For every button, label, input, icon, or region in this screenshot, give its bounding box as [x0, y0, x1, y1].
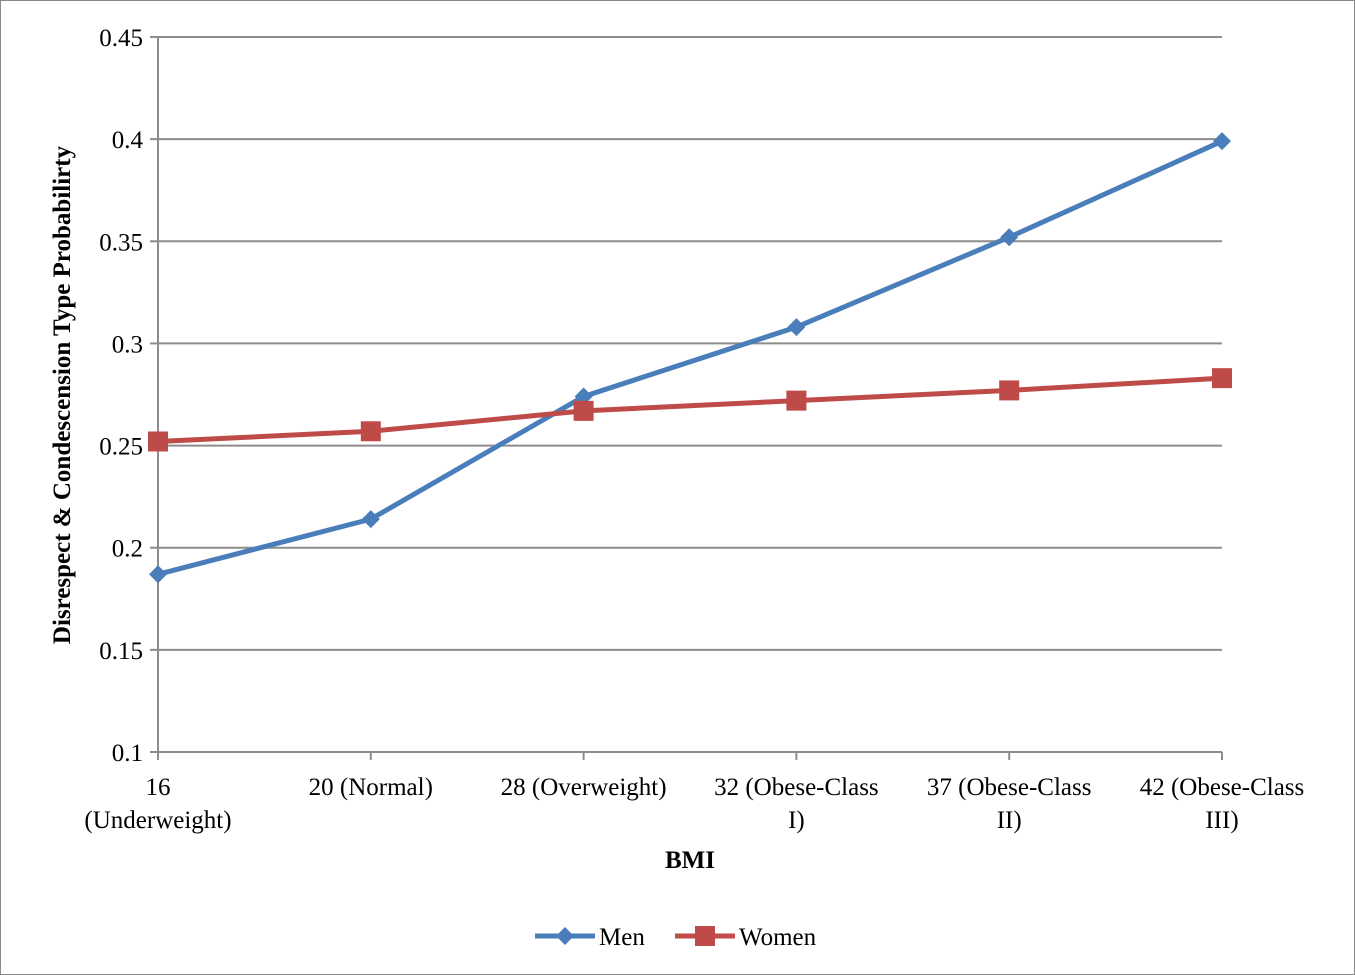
legend-marker-women [695, 926, 715, 946]
x-tick-label: 37 (Obese-Class II) [927, 774, 1092, 834]
legend: Men Women [535, 924, 817, 951]
data-point-women [573, 400, 594, 421]
data-point-men [1000, 228, 1019, 247]
y-axis-title: Disrespect & Condescension Type Probabil… [49, 145, 76, 644]
x-tick-label: 28 (Overweight) [501, 774, 667, 801]
series-line-women [157, 375, 1223, 444]
data-point-men [1213, 132, 1231, 151]
x-tick-label: 32 (Obese-Class I) [714, 774, 879, 834]
legend-label-men: Men [599, 924, 645, 951]
x-tick-label: 20 (Normal) [309, 774, 433, 801]
y-tick-label: 0.3 [112, 331, 143, 358]
data-point-men [787, 318, 806, 337]
series [148, 132, 1232, 584]
y-tick-label: 0.35 [99, 229, 143, 256]
y-tick-label: 0.1 [112, 740, 143, 767]
legend-marker-men [556, 927, 574, 945]
y-tick-label: 0.25 [99, 434, 143, 461]
y-tick-labels: 0.1 0.15 0.2 0.25 0.3 0.35 0.4 0.45 [99, 25, 143, 767]
y-tick-label: 0.45 [99, 25, 143, 52]
gridlines [158, 36, 1222, 651]
x-tick-label: 16 (Underweight) [84, 774, 231, 834]
x-tick-label: 42 (Obese-Class III) [1140, 774, 1305, 834]
y-tick-label: 0.15 [99, 638, 143, 665]
data-point-men [361, 510, 380, 529]
x-axis-title: BMI [665, 847, 715, 874]
data-point-women [1212, 368, 1232, 389]
data-point-women [360, 421, 381, 442]
data-point-women [148, 431, 168, 452]
data-point-men [149, 565, 167, 584]
data-point-women [786, 390, 807, 411]
y-tick-label: 0.2 [112, 536, 143, 563]
series-line-men [157, 138, 1224, 577]
data-point-women [999, 380, 1020, 401]
x-tick-labels: 16 (Underweight) 20 (Normal) 28 (Overweight… [84, 774, 1304, 834]
axes [150, 36, 1223, 760]
y-tick-label: 0.4 [112, 127, 144, 154]
legend-label-women: Women [739, 924, 817, 951]
